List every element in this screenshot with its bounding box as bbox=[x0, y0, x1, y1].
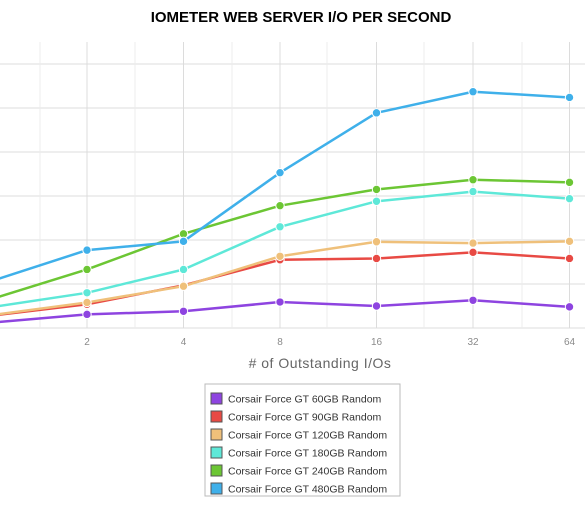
x-tick-label: 2 bbox=[84, 337, 90, 348]
data-point bbox=[564, 236, 575, 247]
data-point bbox=[564, 193, 575, 204]
data-point bbox=[564, 302, 575, 312]
data-point bbox=[371, 196, 382, 206]
legend-label: Corsair Force GT 480GB Random bbox=[228, 484, 387, 496]
legend-swatch bbox=[210, 446, 223, 459]
chart-title: IOMETER WEB SERVER I/O PER SECOND bbox=[151, 9, 452, 26]
data-point bbox=[275, 222, 285, 232]
data-point bbox=[371, 301, 382, 311]
legend-swatch bbox=[210, 410, 223, 423]
data-point bbox=[275, 167, 285, 178]
grid bbox=[0, 42, 585, 329]
data-point bbox=[468, 186, 478, 197]
data-point bbox=[82, 245, 92, 255]
legend-swatch bbox=[210, 464, 223, 477]
legend-box bbox=[204, 383, 401, 497]
data-point bbox=[82, 264, 92, 275]
series bbox=[0, 175, 575, 298]
data-point bbox=[468, 247, 478, 258]
x-tick-label: 4 bbox=[181, 337, 187, 348]
data-point bbox=[178, 281, 189, 291]
data-point bbox=[178, 264, 189, 275]
legend-swatch bbox=[210, 482, 223, 495]
series bbox=[0, 295, 575, 324]
data-point bbox=[468, 295, 478, 305]
data-point bbox=[178, 236, 189, 247]
data-point bbox=[275, 297, 285, 307]
data-point bbox=[82, 288, 92, 298]
data-point bbox=[178, 306, 189, 316]
legend-swatch bbox=[210, 428, 223, 441]
legend-label: Corsair Force GT 120GB Random bbox=[228, 430, 387, 442]
legend: Corsair Force GT 60GB Random Corsair Forc… bbox=[204, 383, 401, 497]
legend-label: Corsair Force GT 90GB Random bbox=[228, 412, 382, 424]
data-point bbox=[275, 251, 285, 261]
legend-label: Corsair Force GT 180GB Random bbox=[228, 448, 387, 460]
x-tick-label: 64 bbox=[564, 337, 576, 348]
data-point bbox=[468, 87, 478, 97]
x-tick-label: 8 bbox=[277, 337, 283, 348]
x-axis-ticks: 2 4 8 16 32 64 bbox=[84, 337, 575, 348]
series bbox=[0, 236, 575, 316]
x-axis-label: # of Outstanding I/Os bbox=[249, 355, 392, 371]
legend-label: Corsair Force GT 60GB Random bbox=[228, 394, 382, 406]
series bbox=[0, 87, 575, 280]
data-point bbox=[371, 108, 382, 118]
data-point bbox=[371, 237, 382, 247]
x-tick-label: 32 bbox=[467, 337, 479, 348]
data-point bbox=[275, 200, 285, 211]
data-point bbox=[564, 253, 575, 264]
data-point bbox=[371, 253, 382, 264]
data-point bbox=[371, 184, 382, 195]
legend-swatch bbox=[210, 392, 223, 405]
data-point bbox=[468, 238, 478, 248]
data-point bbox=[82, 297, 92, 308]
data-point bbox=[564, 177, 575, 188]
x-tick-label: 16 bbox=[371, 337, 383, 348]
data-point bbox=[564, 92, 575, 103]
data-point bbox=[468, 175, 478, 185]
data-point bbox=[82, 309, 92, 320]
plot-area bbox=[0, 87, 575, 324]
legend-label: Corsair Force GT 240GB Random bbox=[228, 466, 387, 478]
series bbox=[0, 186, 575, 308]
